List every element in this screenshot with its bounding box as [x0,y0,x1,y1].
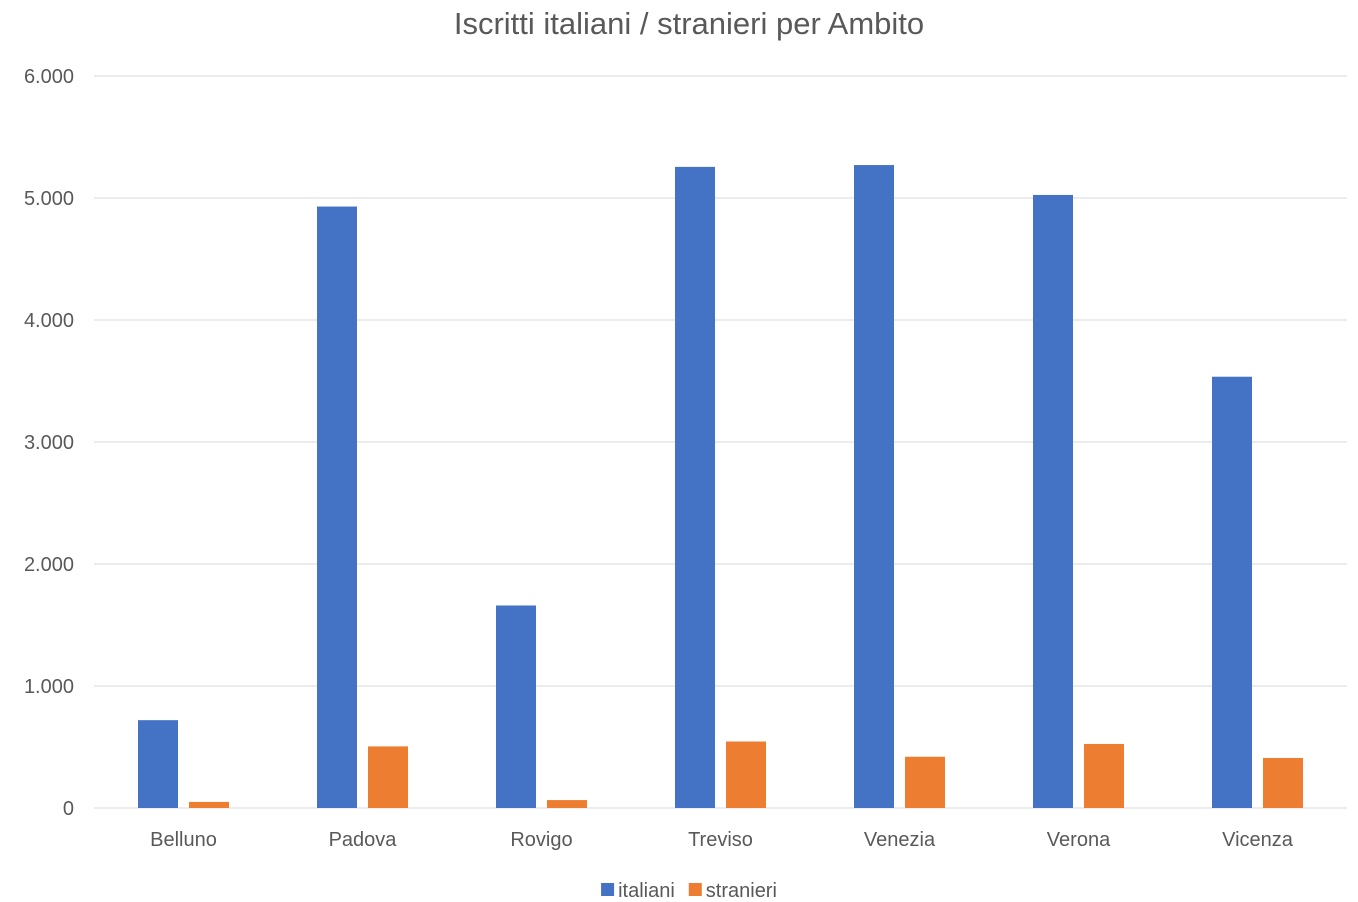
y-tick-label: 1.000 [24,676,74,698]
legend-swatch [688,883,702,896]
bar-stranieri-vicenza [1263,757,1303,808]
x-tick-label: Venezia [864,829,936,851]
bar-stranieri-belluno [189,801,229,808]
bar-italiani-verona [1033,194,1073,808]
y-axis-ticks: 0 1.000 2.000 3.000 4.000 5.000 6.000 [24,66,74,820]
bar-stranieri-venezia [905,756,945,808]
y-tick-label: 6.000 [24,66,74,88]
chart-title: Iscritti italiani / stranieri per Ambito [454,6,924,41]
y-tick-label: 2.000 [24,554,74,576]
y-tick-label: 0 [63,798,74,820]
x-tick-label: Vicenza [1222,829,1294,851]
x-tick-label: Rovigo [510,829,572,851]
legend-item-italiani: italiani [601,880,675,902]
bar-italiani-vicenza [1212,376,1252,808]
bar-italiani-belluno [138,720,178,808]
x-tick-label: Belluno [150,829,217,851]
y-tick-label: 3.000 [24,432,74,454]
bar-italiani-treviso [675,166,715,808]
x-tick-label: Verona [1047,829,1111,851]
legend: italiani stranieri [601,880,777,902]
y-tick-label: 4.000 [24,310,74,332]
legend-label: italiani [618,880,675,902]
legend-label: stranieri [706,880,777,902]
bar-stranieri-rovigo [547,800,587,808]
legend-swatch [601,883,615,896]
bar-stranieri-treviso [726,741,766,808]
legend-item-stranieri: stranieri [688,880,777,902]
y-tick-label: 5.000 [24,188,74,210]
bar-italiani-venezia [854,165,894,808]
x-tick-label: Padova [329,829,398,851]
bar-stranieri-verona [1084,743,1124,808]
x-tick-label: Treviso [688,829,753,851]
x-axis-ticks: Belluno Padova Rovigo Treviso Venezia Verona V… [150,829,1294,851]
bars [138,165,1303,809]
bar-italiani-rovigo [496,605,536,808]
bar-stranieri-padova [368,746,408,808]
gridlines [94,75,1347,809]
bar-italiani-padova [317,206,357,809]
